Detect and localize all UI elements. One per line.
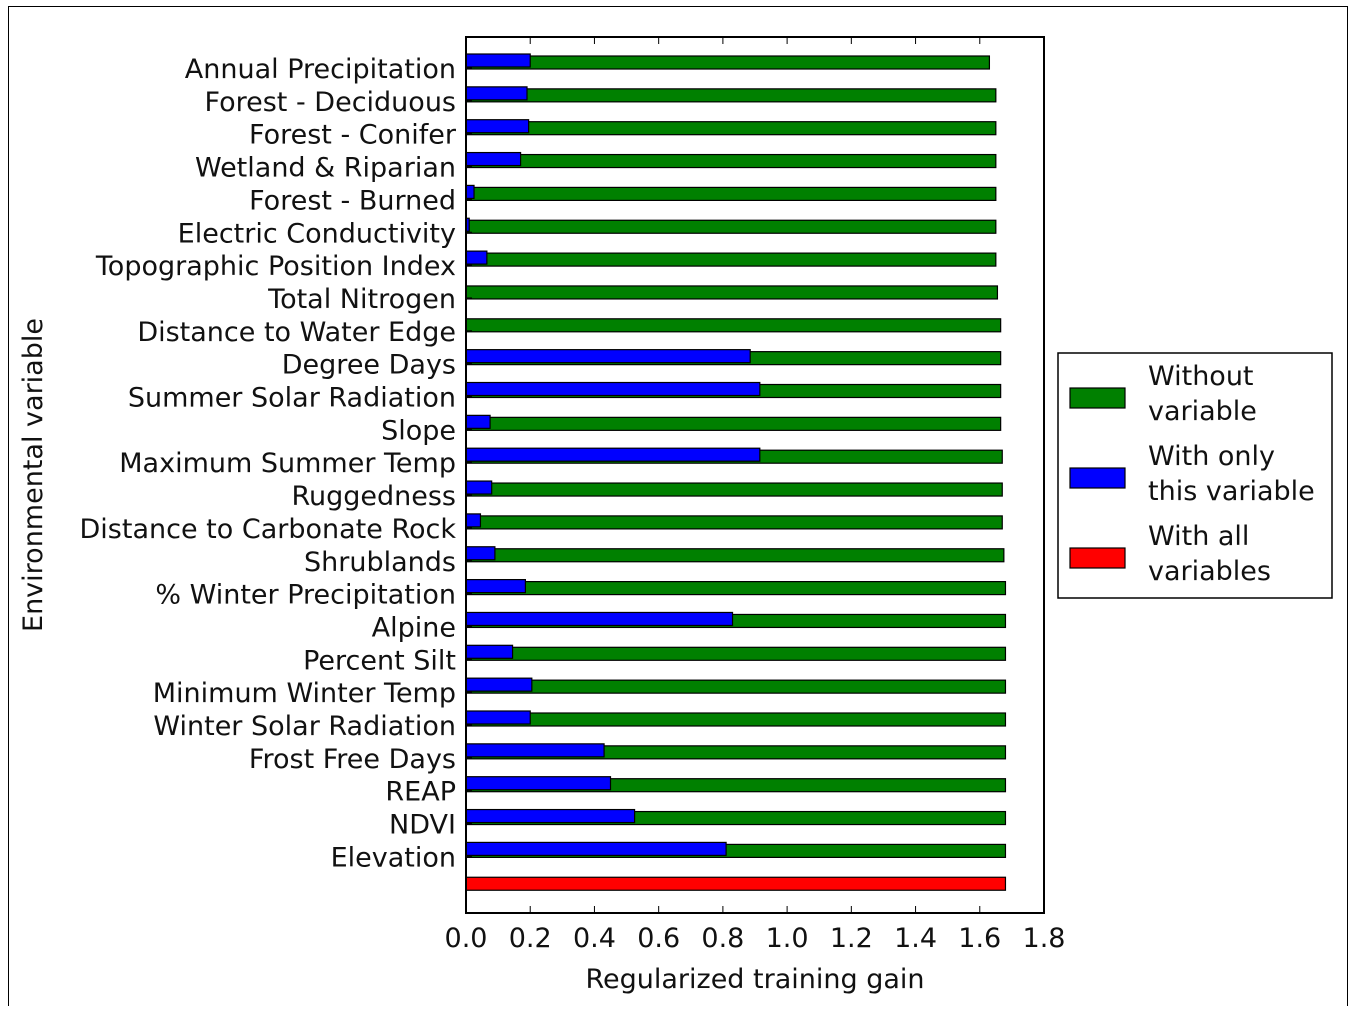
bar-without-variable	[465, 548, 1005, 563]
x-tick-label: 1.2	[830, 923, 873, 954]
y-tick-label: Distance to Water Edge	[137, 317, 456, 348]
bar-without-variable	[465, 121, 997, 136]
bar-without-variable	[465, 515, 1003, 530]
bar-with-only-variable	[465, 776, 612, 791]
x-tick-label: 1.4	[894, 923, 937, 954]
bar-with-only-variable	[465, 841, 727, 857]
bar-without-variable	[465, 252, 997, 267]
bar-with-only-variable	[465, 546, 496, 561]
y-tick-label: Forest - Conifer	[249, 120, 457, 151]
bar-with-only-variable	[465, 381, 761, 397]
y-tick-label: Electric Conductivity	[178, 218, 456, 249]
y-tick-label: Degree Days	[282, 350, 456, 381]
x-tick-label: 0.2	[509, 923, 552, 954]
y-tick-label: Maximum Summer Temp	[119, 448, 456, 479]
legend-swatch	[1069, 387, 1126, 409]
y-tick-label: Alpine	[372, 612, 456, 643]
legend-label: With all	[1148, 521, 1249, 552]
y-tick-label: Total Nitrogen	[267, 284, 456, 315]
y-tick-label: Elevation	[331, 842, 456, 873]
y-tick-label: Topographic Position Index	[95, 251, 456, 282]
y-tick-label: Forest - Burned	[249, 185, 456, 216]
bars-layer	[465, 53, 1007, 891]
y-axis-label: Environmental variable	[18, 318, 49, 632]
bar-with-only-variable	[465, 644, 514, 659]
figure-frame	[8, 6, 1348, 1006]
bar-with-only-variable	[465, 414, 491, 429]
bar-without-variable	[465, 580, 1007, 596]
y-tick-label: Percent Silt	[303, 645, 456, 676]
bar-without-variable	[465, 318, 1002, 333]
y-tick-label: Distance to Carbonate Rock	[80, 514, 457, 545]
legend-label: variable	[1148, 396, 1257, 427]
bar-with-only-variable	[465, 710, 531, 725]
bar-with-only-variable	[465, 578, 527, 594]
bar-with-only-variable	[465, 250, 488, 265]
bar-with-only-variable	[465, 480, 493, 495]
plot-area	[465, 36, 1045, 914]
bar-without-variable	[465, 646, 1007, 661]
bar-without-variable	[465, 712, 1007, 727]
y-tick-label: % Winter Precipitation	[155, 580, 456, 611]
x-tick-label: 0.4	[573, 923, 616, 954]
bar-with-only-variable	[465, 513, 482, 528]
bar-with-all-variables	[465, 876, 1007, 891]
x-axis-label: Regularized training gain	[585, 964, 924, 995]
bar-with-only-variable	[465, 184, 475, 199]
legend-label: With only	[1148, 441, 1275, 472]
y-tick-label: Wetland & Riparian	[195, 153, 456, 184]
legend-label: variables	[1148, 556, 1271, 587]
bar-without-variable	[465, 88, 997, 103]
bar-with-only-variable	[465, 808, 636, 824]
bar-with-only-variable	[465, 53, 531, 68]
y-tick-label: Shrublands	[304, 547, 456, 578]
y-tick-label: Annual Precipitation	[185, 54, 456, 85]
bar-with-only-variable	[465, 86, 528, 101]
x-tick-label: 0.6	[637, 923, 680, 954]
x-tick-label: 1.6	[958, 923, 1001, 954]
bar-without-variable	[465, 153, 997, 169]
y-tick-label: Ruggedness	[291, 481, 456, 512]
bar-without-variable	[465, 679, 1007, 694]
bar-with-only-variable	[465, 611, 734, 627]
bar-with-only-variable	[465, 677, 533, 692]
bar-without-variable	[465, 285, 999, 300]
bar-with-only-variable	[465, 743, 605, 758]
bar-without-variable	[465, 482, 1003, 497]
bar-with-only-variable	[465, 119, 530, 134]
legend-label: this variable	[1148, 476, 1315, 507]
legend-swatch	[1069, 467, 1126, 489]
y-tick-label: Summer Solar Radiation	[128, 383, 456, 414]
x-tick-label: 0.8	[701, 923, 744, 954]
bar-with-only-variable	[465, 151, 522, 167]
y-tick-label: NDVI	[389, 810, 456, 841]
bar-with-only-variable	[465, 349, 751, 364]
bar-without-variable	[465, 416, 1002, 431]
y-tick-label: Winter Solar Radiation	[153, 711, 456, 742]
bar-without-variable	[465, 55, 991, 70]
bar-without-variable	[465, 219, 997, 234]
y-tick-label: Slope	[381, 415, 456, 446]
y-tick-label: Minimum Winter Temp	[153, 678, 456, 709]
x-ticks: 0.0 0.2 0.4 0.6 0.8 1.0 1.2 1.4 1.6 1.8	[445, 37, 1066, 954]
legend-swatch	[1069, 547, 1126, 569]
x-tick-label: 1.0	[766, 923, 809, 954]
legend-label: Without	[1148, 361, 1254, 392]
bar-with-only-variable	[465, 447, 761, 462]
x-tick-label: 0.0	[445, 923, 488, 954]
bar-without-variable	[465, 186, 997, 201]
y-tick-label: REAP	[385, 777, 456, 808]
legend: Without variable With only this variable Wit…	[1057, 352, 1333, 599]
y-tick-label: Frost Free Days	[249, 744, 456, 775]
y-tick-label: Forest - Deciduous	[205, 87, 456, 118]
x-tick-label: 1.8	[1023, 923, 1066, 954]
